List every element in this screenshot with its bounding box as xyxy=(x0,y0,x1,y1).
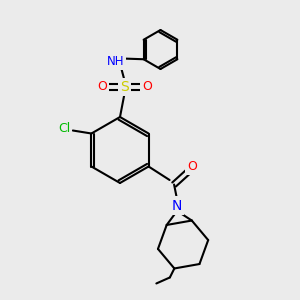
Text: N: N xyxy=(172,199,182,212)
Text: O: O xyxy=(187,160,197,173)
Text: Cl: Cl xyxy=(58,122,70,136)
Text: NH: NH xyxy=(107,55,124,68)
Text: O: O xyxy=(97,80,107,94)
Text: S: S xyxy=(120,80,129,94)
Text: O: O xyxy=(142,80,152,94)
